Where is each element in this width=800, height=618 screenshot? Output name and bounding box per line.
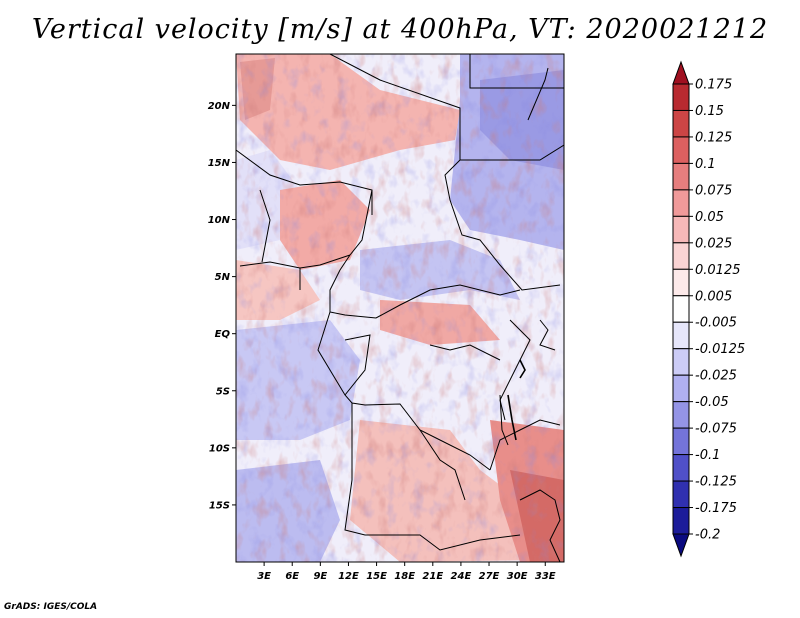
colorbar-label: -0.175	[695, 501, 737, 516]
colorbar-swatch	[672, 454, 690, 482]
colorbar-swatch	[672, 507, 690, 535]
colorbar-swatch	[672, 242, 690, 270]
colorbar-label: 0.005	[695, 289, 732, 304]
colorbar-swatch	[672, 374, 690, 403]
lon-tick-label: 24E	[451, 571, 472, 582]
colorbar-swatch	[672, 136, 690, 164]
lat-tick-label: 5S	[216, 386, 230, 397]
colorbar-swatch	[672, 295, 690, 323]
colorbar-label: -0.025	[695, 369, 737, 384]
colorbar-label: 0.15	[695, 104, 724, 119]
colorbar-label: -0.005	[695, 316, 737, 331]
colorbar-label: -0.05	[695, 395, 729, 410]
lon-tick-label: 33E	[535, 571, 556, 582]
lat-tick-label: 15S	[209, 500, 230, 511]
colorbar-swatch	[672, 401, 690, 429]
colorbar-label: 0.175	[695, 78, 732, 93]
map-frame	[235, 53, 565, 563]
colorbar-label: 0.05	[695, 210, 724, 225]
colorbar-swatch	[672, 215, 690, 244]
colorbar-swatch	[672, 60, 690, 85]
colorbar-swatch	[672, 83, 690, 111]
colorbar-swatch	[672, 533, 690, 558]
colorbar-swatch	[672, 189, 690, 217]
colorbar-label: 0.125	[695, 130, 732, 145]
country-boundaries	[236, 54, 564, 562]
lat-tick-label: EQ	[215, 329, 231, 340]
lat-tick-label: 10S	[209, 443, 230, 454]
colorbar-label: 0.075	[695, 183, 732, 198]
longitude-axis: 3E 6E 9E 12E 15E 18E 21E 24E 27E 30E 33E	[257, 562, 556, 582]
colorbar-swatch	[672, 109, 690, 138]
lon-tick-label: 30E	[507, 571, 528, 582]
colorbar-label: 0.1	[695, 157, 716, 172]
colorbar-label: -0.1	[695, 448, 720, 463]
lon-tick-label: 18E	[394, 571, 415, 582]
colorbar-label: 0.0125	[695, 263, 741, 278]
lon-tick-label: 15E	[366, 571, 387, 582]
lon-tick-label: 27E	[479, 571, 500, 582]
colorbar-swatch	[672, 480, 690, 509]
colorbar-label: -0.125	[695, 475, 737, 490]
lat-tick-label: 20N	[208, 101, 231, 112]
lon-tick-label: 6E	[285, 571, 299, 582]
colorbar-swatch	[672, 321, 690, 350]
colorbar-swatch	[672, 268, 690, 297]
lakes	[507, 359, 526, 441]
latitude-axis: 20N 15N 10N 5N EQ 5S 10S 15S	[208, 101, 236, 511]
colorbar-label: -0.0125	[695, 342, 745, 357]
colorbar-label: 0.025	[695, 236, 732, 251]
colorbar-swatch	[672, 162, 690, 191]
lon-tick-label: 9E	[313, 571, 327, 582]
colorbar: 0.175 0.15 0.125 0.1 0.075 0.05 0.025 0.0125 0.0…	[672, 60, 745, 558]
lon-tick-label: 21E	[422, 571, 443, 582]
colorbar-label: -0.075	[695, 422, 737, 437]
map-field	[236, 54, 564, 562]
lat-tick-label: 15N	[208, 158, 231, 169]
lat-tick-label: 10N	[208, 215, 231, 226]
colorbar-swatch	[672, 427, 690, 456]
colorbar-swatch	[672, 348, 690, 376]
grads-credit: GrADS: IGES/COLA	[4, 602, 98, 612]
lon-tick-label: 12E	[338, 571, 359, 582]
map-title: Vertical velocity [m/s] at 400hPa, VT: 2…	[31, 14, 769, 45]
lon-tick-label: 3E	[257, 571, 271, 582]
lat-tick-label: 5N	[215, 272, 231, 283]
colorbar-label: -0.2	[695, 528, 720, 543]
